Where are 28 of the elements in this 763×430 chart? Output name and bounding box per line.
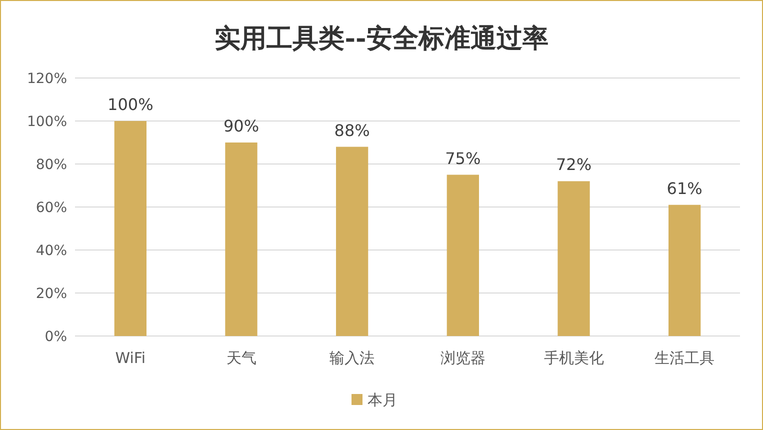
y-tick-label: 100% bbox=[26, 114, 67, 130]
data-label: 100% bbox=[108, 95, 154, 114]
data-label: 72% bbox=[556, 155, 592, 174]
bar bbox=[668, 204, 701, 336]
x-tick-label: 生活工具 bbox=[654, 349, 715, 367]
x-tick-label: 手机美化 bbox=[544, 349, 604, 367]
y-tick-label: 40% bbox=[36, 243, 67, 259]
y-tick-label: 20% bbox=[36, 286, 67, 302]
y-tick-label: 0% bbox=[44, 329, 67, 345]
bar bbox=[446, 174, 479, 336]
data-label: 75% bbox=[445, 148, 481, 168]
x-tick-label: WiFi bbox=[115, 349, 146, 367]
data-label: 88% bbox=[334, 120, 370, 140]
y-tick-label: 120% bbox=[26, 71, 67, 87]
data-label: 90% bbox=[223, 116, 260, 136]
bar bbox=[225, 142, 258, 336]
y-tick-label: 60% bbox=[36, 200, 67, 216]
x-tick-label: 输入法 bbox=[330, 349, 375, 367]
bar bbox=[336, 146, 368, 336]
y-tick-label: 80% bbox=[36, 157, 67, 173]
data-label: 61% bbox=[666, 178, 702, 198]
bar bbox=[114, 121, 146, 336]
x-tick-label: 浏览器 bbox=[440, 349, 486, 367]
x-tick-label: 天气 bbox=[226, 349, 256, 367]
legend-label: 本月 bbox=[368, 391, 398, 409]
bar bbox=[558, 181, 590, 336]
chart-title: 实用工具类--安全标准通过率 bbox=[214, 24, 548, 54]
legend: 本月 bbox=[352, 391, 398, 409]
